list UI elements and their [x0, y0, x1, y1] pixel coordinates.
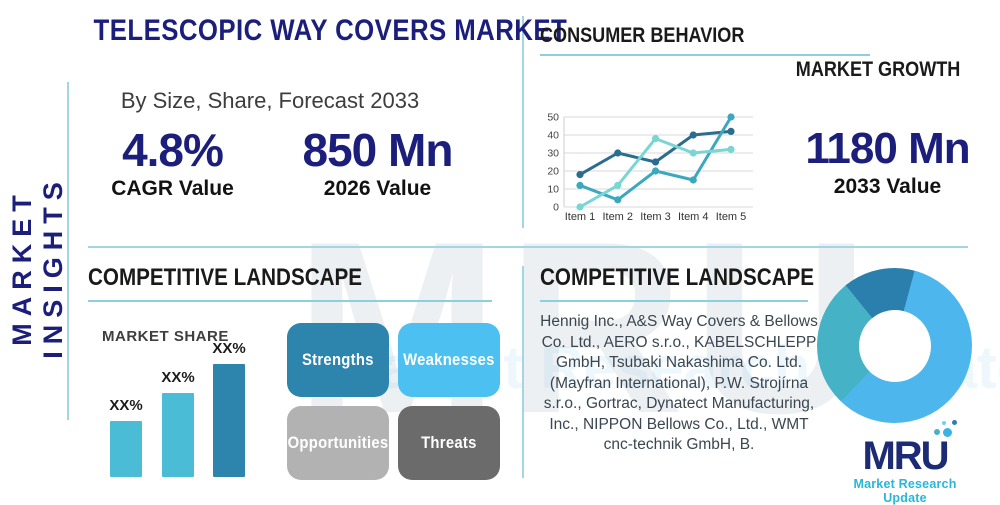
- stats-row: 4.8% CAGR Value 850 Mn 2026 Value: [70, 126, 480, 201]
- section-heading-consumer-behavior: CONSUMER BEHAVIOR: [540, 24, 870, 56]
- mru-logo: MRU Market Research Update: [830, 420, 980, 505]
- svg-text:Item 5: Item 5: [716, 211, 747, 223]
- brand-watermark: MRU: [295, 190, 877, 464]
- value-2026: 850 Mn: [302, 124, 454, 176]
- bar-value-label: XX%: [161, 369, 195, 387]
- stat-2033: 1180 Mn 2033 Value: [795, 124, 980, 199]
- section-heading-competitive-landscape-left: COMPETITIVE LANDSCAPE: [88, 264, 492, 302]
- swot-box-strengths: Strengths: [287, 323, 389, 397]
- svg-text:40: 40: [547, 130, 559, 142]
- swot-label: Strengths: [302, 350, 374, 369]
- swot-label: Opportunities: [287, 433, 389, 452]
- svg-text:10: 10: [547, 184, 559, 196]
- market-share-bar: [213, 364, 245, 477]
- swot-label: Threats: [421, 433, 477, 452]
- svg-text:20: 20: [547, 166, 559, 178]
- side-label-market-insights: MARKET INSIGHTS: [7, 175, 68, 359]
- svg-text:Item 4: Item 4: [678, 211, 709, 223]
- vertical-divider-top: [522, 16, 524, 228]
- swot-box-weaknesses: Weaknesses: [398, 323, 500, 397]
- horizontal-divider: [88, 246, 968, 248]
- swot-label: Weaknesses: [403, 350, 495, 369]
- stat-2026: 850 Mn 2026 Value: [275, 126, 480, 201]
- logo-droplet-icon: [951, 420, 957, 425]
- side-rail-divider: [67, 82, 69, 420]
- bar-value-label: XX%: [109, 396, 143, 414]
- logo-droplet-icon: [941, 421, 946, 425]
- section-heading-competitive-landscape-right: COMPETITIVE LANDSCAPE: [540, 264, 814, 302]
- value-2033: 1180 Mn: [805, 124, 970, 173]
- svg-text:0: 0: [553, 202, 559, 214]
- vertical-divider-bottom: [522, 266, 524, 478]
- page-title: TELESCOPIC WAY COVERS MARKET: [93, 14, 568, 47]
- market-share-bar: [110, 420, 142, 477]
- market-share-label: MARKET SHARE: [102, 328, 229, 345]
- landscape-donut-chart: [817, 268, 972, 423]
- donut-hole: [858, 309, 931, 382]
- cagr-value: 4.8%: [122, 124, 224, 176]
- stat-cagr: 4.8% CAGR Value: [70, 126, 275, 201]
- swot-box-threats: Threats: [398, 406, 500, 480]
- market-growth-line-chart: 0 10 20 30 40 50 Item 1 Item 2 Item 3 Item 4 Item …: [547, 112, 753, 223]
- logo-droplet-icon: [942, 428, 952, 437]
- market-share-bar: [162, 393, 194, 477]
- label-2033: 2033 Value: [833, 175, 942, 199]
- svg-text:Item 1: Item 1: [565, 211, 596, 223]
- svg-text:Item 2: Item 2: [602, 211, 633, 223]
- companies-list: Hennig Inc., A&S Way Covers & Bellows Co…: [540, 313, 818, 453]
- market-share-bar-chart: XX% XX% XX%: [100, 300, 260, 477]
- section-heading-market-growth: MARKET GROWTH: [795, 58, 960, 81]
- logo-droplet-icon: [933, 429, 940, 435]
- cagr-label: CAGR Value: [111, 177, 234, 201]
- logo-text: MRU: [862, 420, 957, 476]
- svg-text:50: 50: [547, 112, 559, 124]
- logo-tagline: Market Research Update: [853, 477, 957, 505]
- swot-grid: Strengths Weaknesses Opportunities Threats: [287, 323, 500, 480]
- label-2026: 2026 Value: [323, 177, 432, 201]
- swot-box-opportunities: Opportunities: [287, 406, 389, 480]
- svg-text:30: 30: [547, 148, 559, 160]
- svg-text:Item 3: Item 3: [640, 211, 671, 223]
- page-subtitle: By Size, Share, Forecast 2033: [120, 88, 420, 113]
- bar-value-label: XX%: [212, 340, 246, 357]
